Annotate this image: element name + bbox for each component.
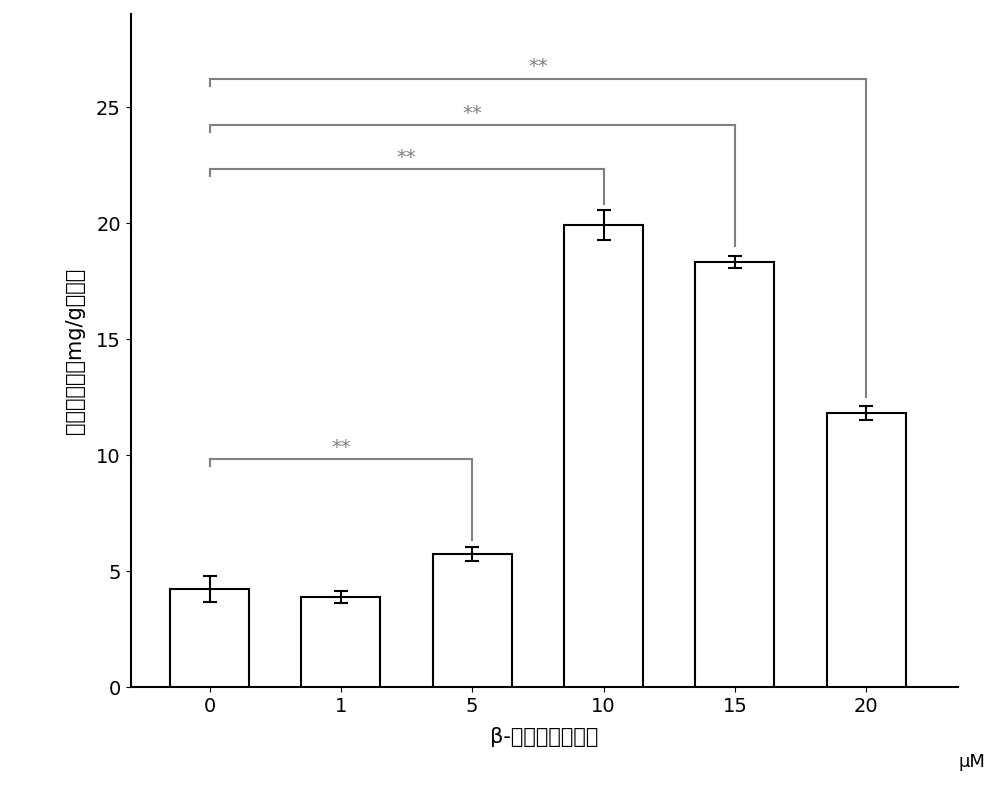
Text: **: ** xyxy=(397,148,416,167)
Y-axis label: 青蒿素含量（mg/g干重）: 青蒿素含量（mg/g干重） xyxy=(65,268,85,434)
Bar xyxy=(170,589,249,687)
Text: **: ** xyxy=(331,438,351,456)
Bar xyxy=(695,263,774,687)
Text: **: ** xyxy=(462,104,482,123)
Bar xyxy=(433,555,512,687)
Bar xyxy=(301,597,380,687)
Text: **: ** xyxy=(528,57,548,76)
X-axis label: β-罗勒烯浓度梯度: β-罗勒烯浓度梯度 xyxy=(490,727,599,747)
Bar xyxy=(827,414,906,687)
Bar xyxy=(564,226,643,687)
Text: μM: μM xyxy=(958,752,985,770)
